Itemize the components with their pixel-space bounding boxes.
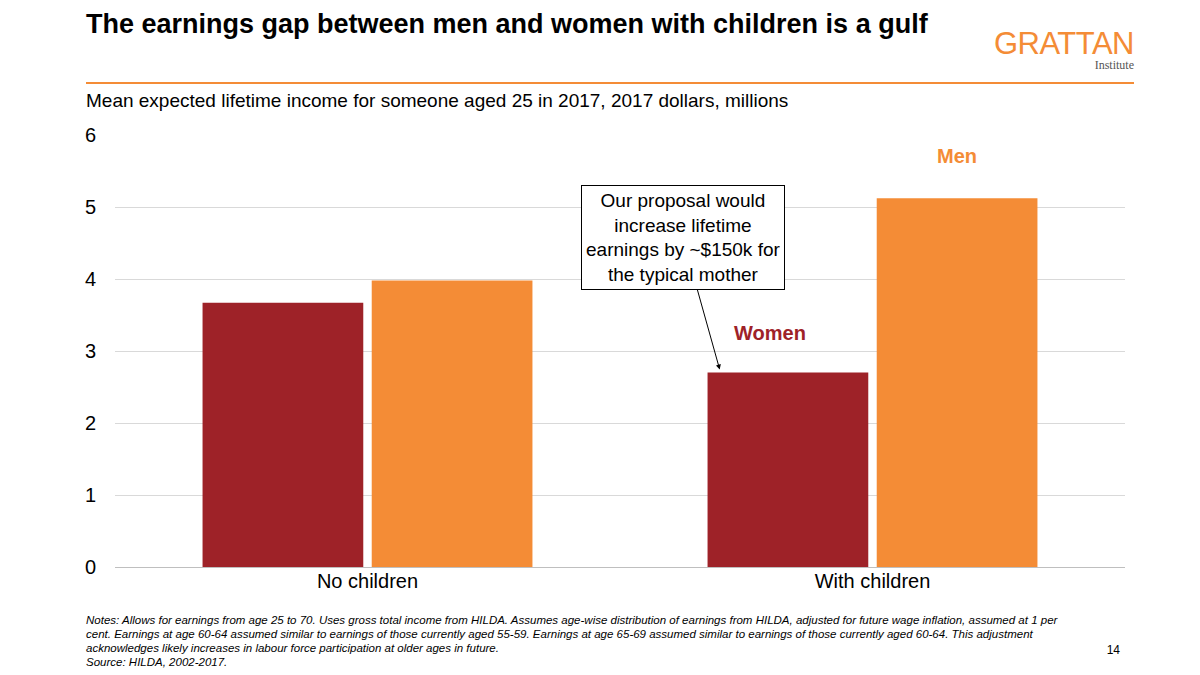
html-text:Source: HILDA, 2002-2017.: Source: HILDA, 2002-2017. [86,656,228,668]
html-text:The earnings gap between men a: The earnings gap between men and women w… [86,9,928,39]
html-text:14: 14 [1106,643,1120,657]
svg-text:6: 6 [85,124,96,146]
svg-text:Women: Women [734,322,806,344]
svg-text:1: 1 [85,484,96,506]
svg-text:3: 3 [85,340,96,362]
svg-text:No children: No children [317,570,418,592]
html-text:Mean expected lifetime income: Mean expected lifetime income for someon… [86,90,789,111]
html-text:GRATTAN: GRATTAN [994,26,1134,61]
svg-text:2: 2 [85,412,96,434]
svg-text:Men: Men [937,145,977,167]
html-text:Institute: Institute [1094,58,1134,72]
svg-text:5: 5 [85,196,96,218]
svg-text:With children: With children [815,570,931,592]
html-text:Notes: Allows for earnings fro: Notes: Allows for earnings from age 25 t… [86,614,1058,654]
svg-text:Our proposal wouldincrease lif: Our proposal wouldincrease lifetimeearni… [586,190,780,285]
svg-text:4: 4 [85,268,96,290]
svg-text:0: 0 [85,556,96,578]
